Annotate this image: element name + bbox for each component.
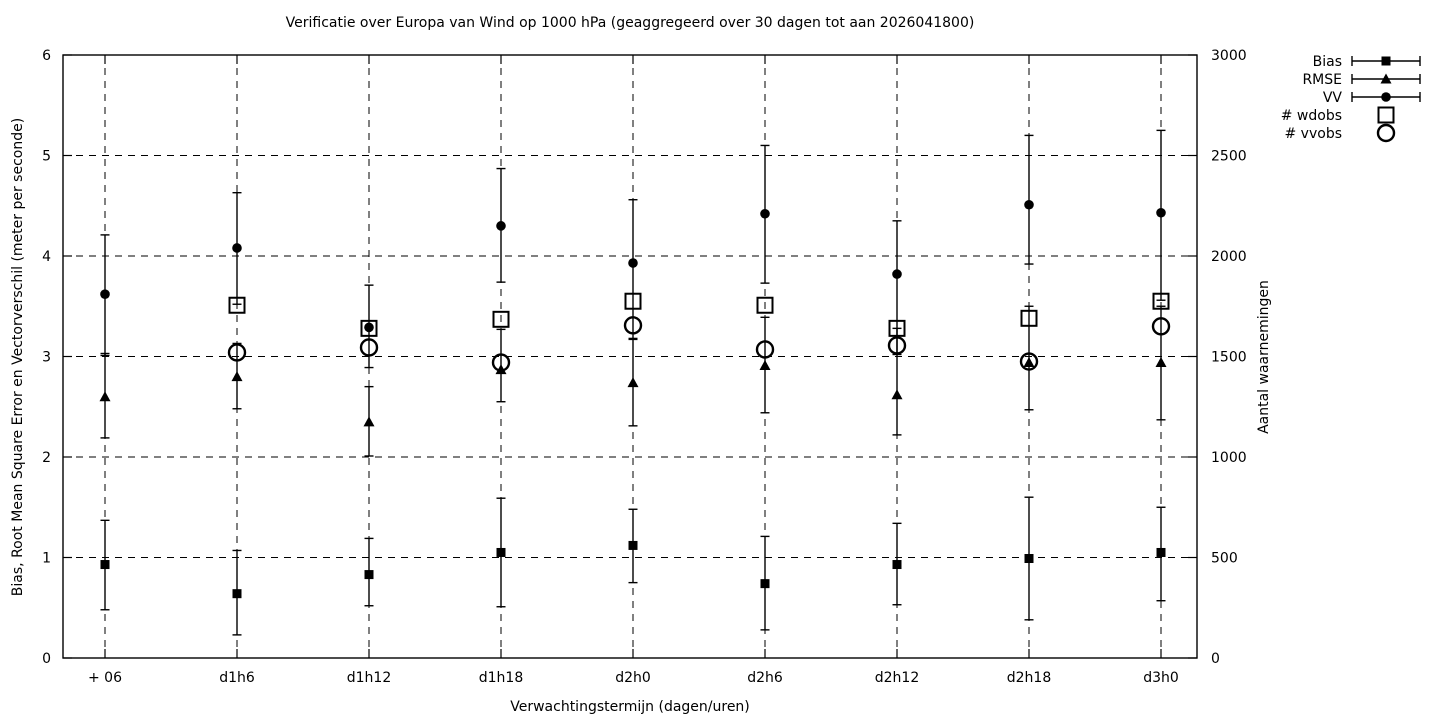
marker-vv	[1024, 199, 1034, 210]
chart-title: Verificatie over Europa van Wind op 1000…	[286, 15, 975, 31]
right-tick-label: 500	[1211, 551, 1238, 567]
x-tick-label: d1h12	[347, 670, 391, 686]
marker-rmse	[363, 416, 375, 427]
marker-vv	[628, 258, 638, 268]
plot-area: 0 1 2 3 4 5 6 0 500 1000 1500 2000 2500 3000 + 06 d1h6 d…	[42, 48, 1421, 686]
marker-vvobs	[623, 316, 643, 335]
legend-marker	[1377, 106, 1395, 124]
marker-bias	[364, 570, 374, 580]
marker-vv	[892, 269, 902, 279]
right-tick-label: 2000	[1211, 249, 1247, 265]
marker-rmse	[495, 364, 507, 375]
legend-label: # vvobs	[1285, 126, 1343, 142]
right-tick-label: 1500	[1211, 350, 1247, 366]
x-tick-label: d2h6	[747, 670, 783, 686]
marker-vv	[232, 243, 242, 253]
marker-vvobs	[887, 336, 907, 355]
marker-wdobs	[624, 292, 642, 310]
legend-marker	[1376, 123, 1396, 143]
legend-label: Bias	[1313, 54, 1342, 70]
marker-wdobs	[492, 310, 510, 328]
right-tick-label: 1000	[1211, 450, 1247, 466]
right-tick-label: 2500	[1211, 149, 1247, 165]
marker-vv	[760, 208, 770, 219]
legend-marker	[1381, 92, 1391, 102]
marker-rmse	[231, 371, 243, 382]
marker-bias	[892, 560, 902, 570]
marker-vvobs	[1151, 317, 1171, 336]
legend-marker	[1380, 73, 1392, 84]
marker-wdobs	[1020, 309, 1038, 327]
marker-wdobs	[228, 296, 246, 314]
x-tick-label: d3h0	[1143, 670, 1179, 686]
x-tick-label: d2h12	[875, 670, 919, 686]
left-tick-label: 1	[42, 551, 51, 567]
x-tick-label: d2h0	[615, 670, 651, 686]
legend-label: # wdobs	[1281, 108, 1342, 124]
marker-vv	[496, 221, 506, 231]
x-tick-label: + 06	[88, 670, 122, 686]
right-tick-label: 3000	[1211, 48, 1247, 64]
marker-rmse	[1023, 357, 1035, 368]
marker-rmse	[891, 389, 903, 400]
left-tick-label: 3	[42, 350, 51, 366]
x-tick-label: d1h18	[479, 670, 523, 686]
marker-wdobs	[1152, 292, 1170, 310]
x-tick-label: d2h18	[1007, 670, 1051, 686]
marker-bias	[760, 579, 770, 589]
marker-rmse	[99, 391, 111, 402]
x-axis-label: Verwachtingstermijn (dagen/uren)	[510, 699, 750, 715]
right-axis-label: Aantal waarnemingen	[1256, 280, 1272, 434]
plot-border	[62, 54, 1198, 659]
x-tick-label: d1h6	[219, 670, 255, 686]
legend-label: VV	[1323, 90, 1343, 106]
marker-bias	[100, 560, 110, 570]
marker-rmse	[627, 377, 639, 388]
marker-bias	[1024, 554, 1034, 564]
left-tick-label: 0	[42, 651, 51, 667]
marker-bias	[1156, 547, 1166, 557]
right-tick-label: 0	[1211, 651, 1220, 667]
marker-wdobs	[888, 319, 906, 337]
legend-marker	[1381, 56, 1391, 66]
left-tick-label: 2	[42, 450, 51, 466]
marker-rmse	[1155, 357, 1167, 368]
marker-rmse	[759, 360, 771, 371]
left-tick-label: 5	[42, 149, 51, 165]
marker-vvobs	[359, 338, 379, 357]
marker-bias	[232, 589, 242, 599]
marker-wdobs	[360, 319, 378, 337]
marker-bias	[628, 540, 638, 550]
marker-vvobs	[755, 340, 775, 359]
marker-vv	[100, 289, 110, 299]
marker-vv	[364, 322, 374, 333]
marker-vv	[1156, 207, 1166, 218]
marker-wdobs	[756, 296, 774, 314]
left-axis-label: Bias, Root Mean Square Error en Vectorve…	[10, 118, 26, 596]
left-tick-label: 6	[42, 48, 51, 64]
legend-label: RMSE	[1302, 72, 1342, 88]
marker-vvobs	[491, 353, 511, 372]
marker-bias	[496, 547, 506, 557]
marker-vvobs	[227, 343, 247, 362]
left-tick-label: 4	[42, 249, 51, 265]
marker-vvobs	[1019, 352, 1039, 371]
